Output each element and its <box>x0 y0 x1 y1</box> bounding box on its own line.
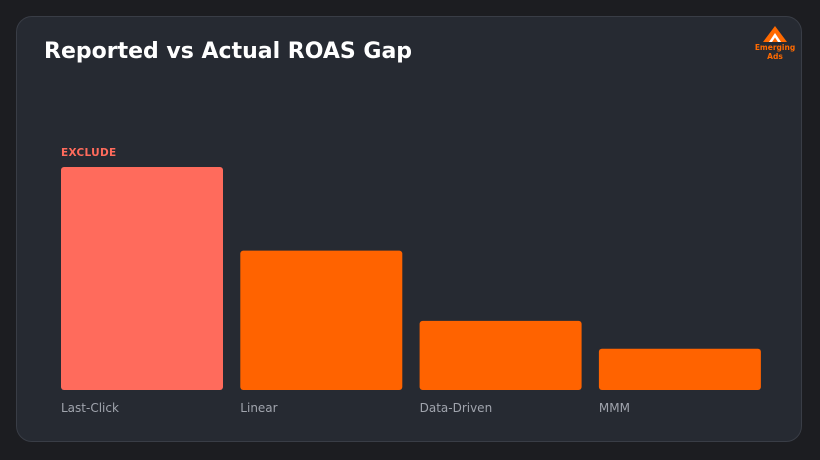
x-tick-label: MMM <box>599 401 630 415</box>
x-tick-label: Linear <box>240 401 277 415</box>
annotation-exclude: EXCLUDE <box>61 147 117 159</box>
bar-mmm <box>598 348 761 390</box>
logo-line-2: Ads <box>767 52 783 61</box>
bar-linear <box>240 250 403 390</box>
brand-logo: Emerging Ads <box>752 25 798 69</box>
bar-data-driven <box>419 320 582 390</box>
chart-title: Reported vs Actual ROAS Gap <box>44 39 413 64</box>
bar-last-click <box>61 167 223 390</box>
x-tick-label: Data-Driven <box>420 401 493 415</box>
x-tick-label: Last-Click <box>61 401 119 415</box>
mountain-logo-icon <box>763 26 787 42</box>
chart-card: Reported vs Actual ROAS Gap Emerging Ads… <box>16 16 802 442</box>
logo-line-1: Emerging <box>754 43 796 52</box>
bar-chart: Last-Click Linear Data-Driven MMM <box>61 167 761 415</box>
